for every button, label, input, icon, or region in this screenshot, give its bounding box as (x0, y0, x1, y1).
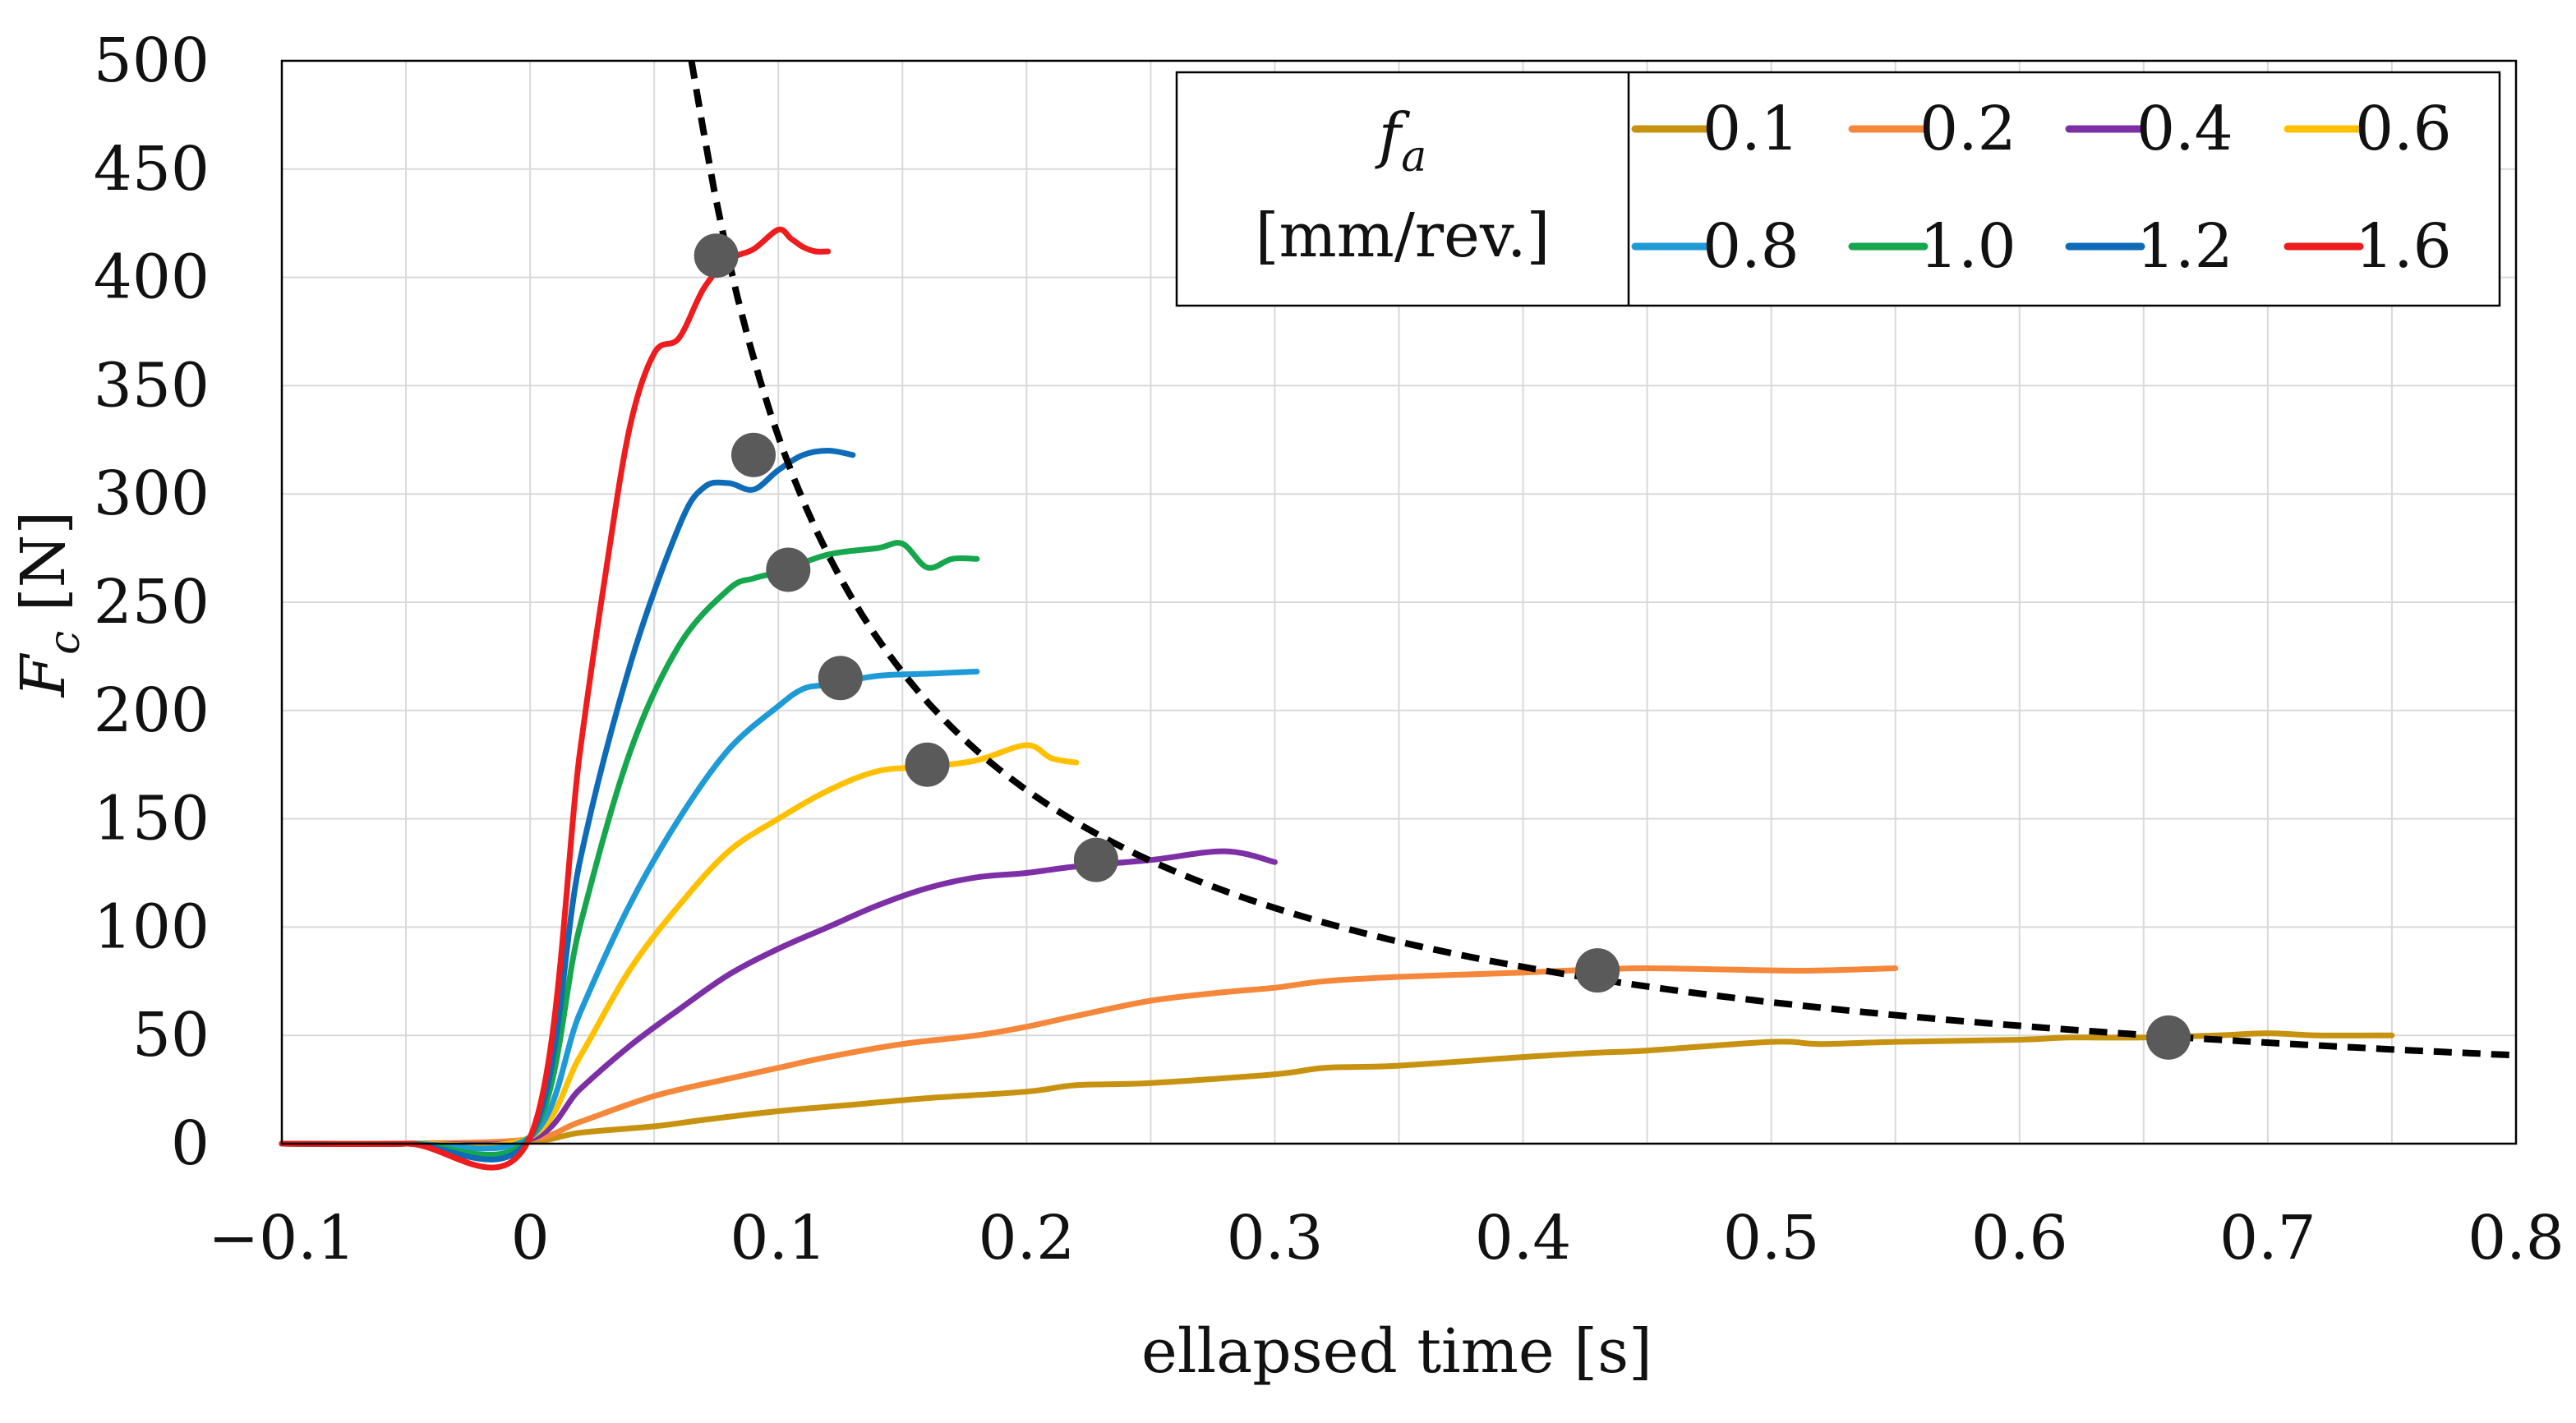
x-tick-label: 0.2 (978, 1203, 1075, 1273)
y-tick-label: 400 (94, 242, 210, 313)
legend-entry: 0.6 (2283, 94, 2452, 164)
series-line-0-1 (279, 1030, 2395, 1147)
y-tick-label: 150 (94, 784, 210, 854)
y-tick-label: 250 (94, 567, 210, 638)
x-tick-label: 0.7 (2219, 1203, 2316, 1273)
legend-entry: 0.8 (1631, 211, 1800, 282)
legend-title: fa (1375, 100, 1426, 182)
x-tick-label: 0.4 (1475, 1203, 1572, 1273)
y-tick-label: 200 (94, 675, 210, 746)
y-tick-label: 50 (132, 1000, 210, 1071)
legend-label: 0.2 (1919, 94, 2016, 164)
legend-title-subscript: a (1401, 132, 1426, 182)
y-axis-title: Fc [N] (8, 511, 90, 699)
legend-entry: 0.2 (1848, 94, 2016, 164)
legend: fa [mm/rev.] 0.1 0.2 0.4 0.6 0.8 1.0 1.2 1.6 (1175, 71, 2501, 307)
legend-label: 0.4 (2136, 94, 2233, 164)
x-tick-label: 0 (511, 1203, 550, 1273)
legend-label: 0.6 (2355, 94, 2452, 164)
marker-point (766, 547, 811, 592)
legend-entry: 0.4 (2065, 94, 2233, 164)
legend-entry: 0.1 (1631, 94, 1800, 164)
y-tick-label: 0 (171, 1108, 210, 1179)
y-axis-title-symbol: F (8, 652, 79, 698)
x-tick-label: 0.5 (1723, 1203, 1820, 1273)
legend-entry: 1.2 (2065, 211, 2233, 282)
plot-frame (280, 59, 2518, 1145)
y-tick-label: 350 (94, 350, 210, 421)
marker-point (818, 656, 863, 701)
x-axis-title: ellapsed time [s] (1141, 1316, 1652, 1387)
y-tick-label: 100 (94, 891, 210, 962)
legend-box (1175, 71, 2501, 307)
y-tick-label: 300 (94, 458, 210, 529)
legend-entry: 1.6 (2283, 211, 2452, 282)
y-tick-label: 450 (94, 134, 210, 205)
marker-point (694, 233, 739, 279)
marker-point (1073, 837, 1118, 882)
x-tick-label: −0.1 (208, 1203, 356, 1273)
legend-label: 1.0 (1919, 211, 2016, 282)
x-tick-label: 0.1 (730, 1203, 827, 1273)
x-tick-label: 0.8 (2468, 1203, 2564, 1273)
marker-point (731, 432, 776, 477)
legend-label: 0.1 (1703, 94, 1800, 164)
y-axis-title-unit: [N] (8, 511, 79, 631)
marker-point (1575, 948, 1620, 993)
x-tick-label: 0.6 (1971, 1203, 2068, 1273)
series-line-1-6 (279, 226, 832, 1171)
legend-label: 1.2 (2136, 211, 2233, 282)
legend-entries: 0.1 0.2 0.4 0.6 0.8 1.0 1.2 1.6 (1631, 94, 2452, 282)
y-tick-label: 500 (94, 25, 210, 96)
legend-entry: 1.0 (1848, 211, 2016, 282)
tick-labels: −0.1 0 0.1 0.2 0.3 0.4 0.5 0.6 0.7 0.8 0 50 100 150 20… (94, 25, 2564, 1273)
legend-title-unit: [mm/rev.] (1256, 200, 1551, 271)
y-axis-title-subscript: c (40, 631, 90, 655)
x-tick-label: 0.3 (1227, 1203, 1324, 1273)
legend-label: 1.6 (2355, 211, 2452, 282)
marker-point (905, 742, 950, 787)
legend-label: 0.8 (1703, 211, 1800, 282)
marker-points (694, 233, 2191, 1060)
marker-point (2146, 1015, 2191, 1060)
